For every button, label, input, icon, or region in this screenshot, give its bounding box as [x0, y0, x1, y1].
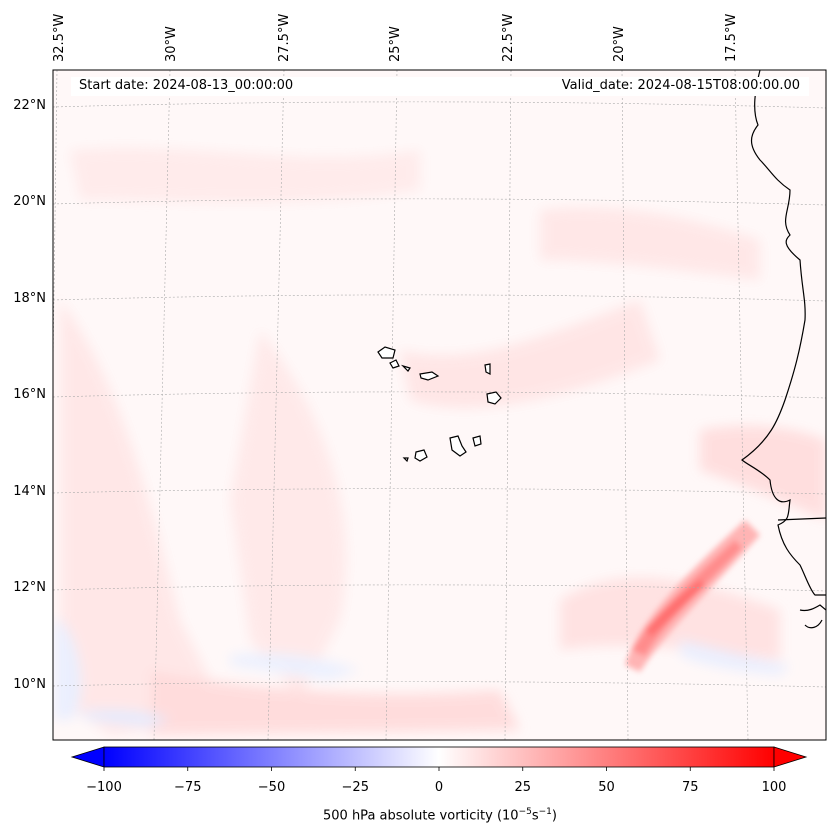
map-frame [52, 69, 827, 741]
lat-label-22n: 22°N [13, 98, 46, 113]
lon-label-30w: 30°W [164, 26, 179, 62]
colorbar-gradient [103, 746, 775, 768]
vorticity-field [53, 70, 826, 740]
colorbar-tick-label: −50 [257, 780, 286, 795]
lat-label-12n: 12°N [13, 580, 46, 595]
colorbar-tick-label: 100 [761, 780, 787, 795]
colorbar-extend-low [70, 746, 105, 768]
lat-label-14n: 14°N [13, 484, 46, 499]
gridlines [53, 70, 826, 740]
lat-label-20n: 20°N [13, 194, 46, 209]
valid-date-label: Valid_date: 2024-08-15T08:00:00.00 [561, 78, 800, 93]
colorbar-tick-label: 75 [681, 780, 699, 795]
colorbar-tick-label: 0 [434, 780, 444, 795]
lon-label-22-5w: 22.5°W [501, 13, 516, 62]
lon-label-27-5w: 27.5°W [277, 13, 292, 62]
colorbar [70, 746, 808, 771]
start-date-label: Start date: 2024-08-13_00:00:00 [79, 78, 294, 93]
lon-label-32-5w: 32.5°W [52, 13, 67, 62]
colorbar-tick-label: 25 [514, 780, 532, 795]
info-bar [71, 77, 809, 96]
colorbar-tick-label: 50 [598, 780, 615, 795]
colorbar-tick-label: −25 [341, 780, 369, 795]
colorbar-extend-high [773, 746, 808, 768]
colorbar-label: 500 hPa absolute vorticity (10−5s−1) [323, 807, 557, 824]
lat-label-10n: 10°N [13, 677, 46, 692]
coastline [741, 70, 826, 629]
lon-label-25w: 25°W [388, 26, 403, 62]
lat-label-18n: 18°N [13, 291, 46, 306]
colorbar-tick-label: −100 [86, 780, 122, 795]
lon-label-20w: 20°W [612, 26, 627, 62]
cape-verde-islands [377, 346, 502, 463]
lon-label-17-5w: 17.5°W [724, 13, 739, 62]
lat-label-16n: 16°N [13, 387, 46, 402]
colorbar-tick-label: −75 [174, 780, 202, 795]
